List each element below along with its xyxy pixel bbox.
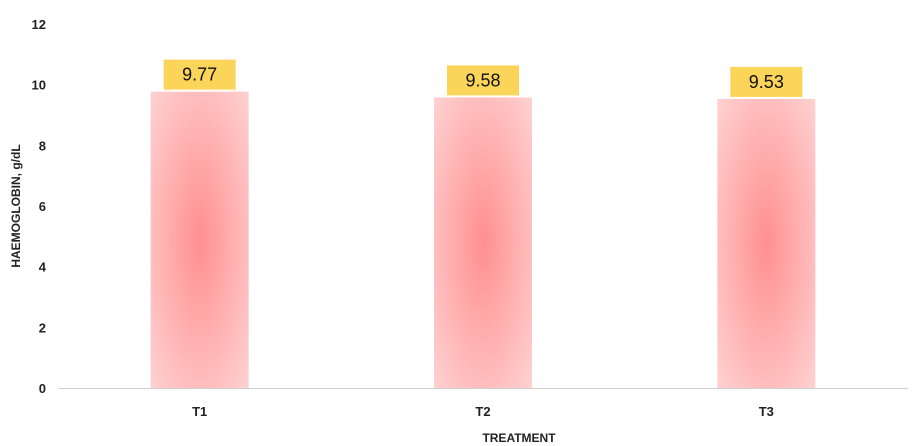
data-label-box	[163, 59, 236, 90]
y-axis-title: HAEMOGLOBIN, g/dL	[9, 144, 23, 267]
data-label: 9.53	[730, 66, 803, 97]
data-label-box	[730, 66, 803, 97]
y-tick-label: 6	[39, 199, 46, 214]
y-tick-label: 12	[32, 17, 46, 32]
y-tick-label: 0	[39, 381, 46, 396]
x-tick-label: T2	[475, 404, 490, 419]
data-labels: 9.77 9.58 9.53	[163, 59, 803, 97]
y-tick-label: 8	[39, 138, 46, 153]
x-tick-label: T1	[192, 404, 207, 419]
bar-t1	[150, 91, 249, 388]
data-label: 9.77	[163, 59, 236, 90]
data-label-text: 9.53	[749, 72, 784, 92]
y-tick-label: 2	[39, 320, 46, 335]
bar-t2	[434, 97, 532, 388]
data-label-box	[447, 65, 519, 96]
bars	[150, 91, 816, 388]
x-tick-label: T3	[759, 404, 774, 419]
y-tick-label: 4	[39, 260, 47, 275]
y-axis-ticks: 0 2 4 6 8 10 12	[32, 17, 47, 396]
x-axis-ticks: T1 T2 T3	[192, 404, 774, 419]
data-label: 9.58	[447, 65, 519, 96]
bar-t3	[717, 98, 816, 388]
y-tick-label: 10	[32, 78, 46, 93]
data-label-text: 9.77	[182, 65, 217, 85]
x-axis-title: TREATMENT	[482, 431, 556, 445]
data-label-text: 9.58	[465, 70, 500, 90]
